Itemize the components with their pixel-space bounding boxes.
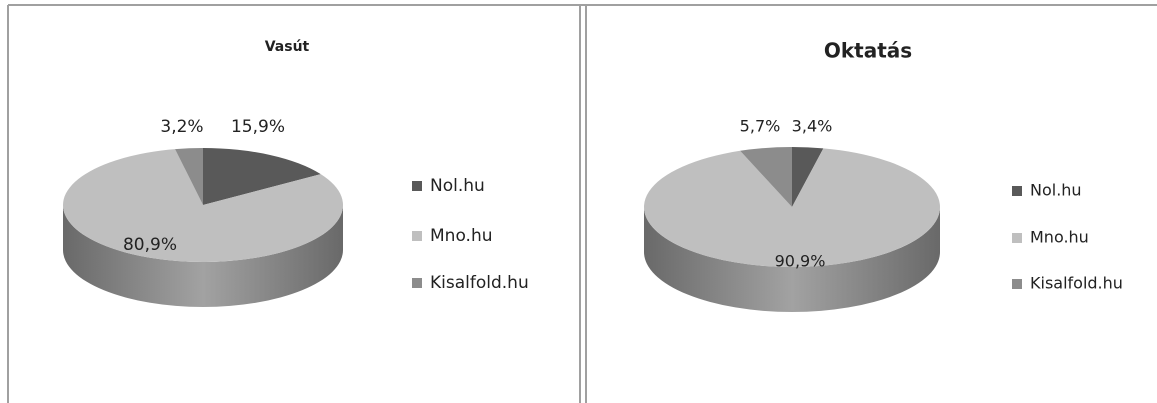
data-label: 15,9% — [231, 117, 285, 137]
legend-swatch — [1012, 279, 1022, 289]
legend-label: Kisalfold.hu — [1030, 274, 1123, 293]
legend-label: Nol.hu — [430, 176, 485, 196]
pie-slice — [644, 148, 941, 267]
data-label: 5,7% — [740, 117, 781, 136]
pie-slice — [62, 149, 343, 262]
pie-slice — [175, 148, 203, 205]
legend-swatch — [412, 231, 422, 241]
legend-label: Mno.hu — [430, 226, 493, 246]
data-label: 3,2% — [160, 117, 203, 137]
pie-side — [644, 207, 940, 312]
legend-swatch — [1012, 233, 1022, 243]
legend-swatch — [1012, 186, 1022, 196]
pie-slice — [792, 147, 824, 207]
legend-label: Kisalfold.hu — [430, 273, 529, 293]
data-label: 80,9% — [123, 235, 177, 255]
pie-side — [63, 205, 343, 307]
chart-title: Vasút — [265, 39, 310, 55]
pie-slice — [740, 147, 792, 207]
chart-title: Oktatás — [824, 39, 912, 63]
legend-label: Nol.hu — [1030, 181, 1082, 200]
legend-swatch — [412, 181, 422, 191]
legend-swatch — [412, 278, 422, 288]
legend-label: Mno.hu — [1030, 228, 1089, 247]
data-label: 90,9% — [775, 252, 826, 271]
pie-slice — [203, 148, 321, 205]
data-label: 3,4% — [792, 117, 833, 136]
